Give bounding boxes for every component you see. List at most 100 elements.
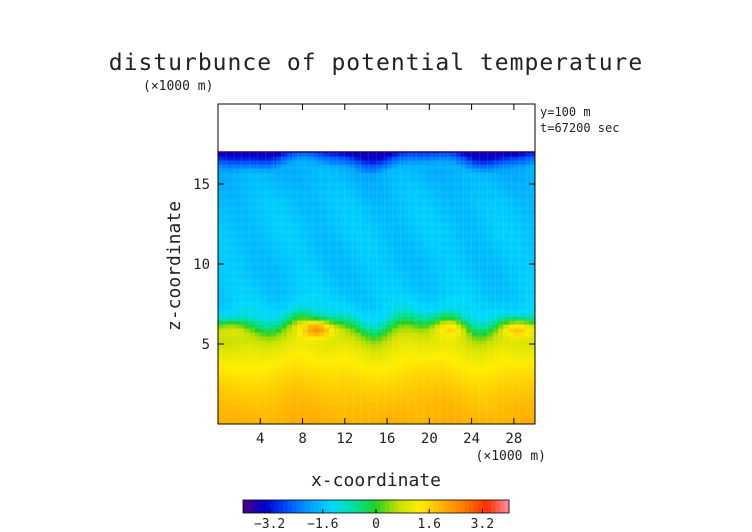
heatmap-cell bbox=[344, 172, 351, 177]
heatmap-cell bbox=[482, 300, 489, 305]
heatmap-cell bbox=[392, 280, 399, 285]
heatmap-cell bbox=[339, 312, 346, 317]
heatmap-cell bbox=[387, 184, 393, 189]
heatmap-cell bbox=[302, 252, 309, 257]
heatmap-cell bbox=[487, 296, 494, 301]
heatmap-cell bbox=[260, 224, 267, 229]
heatmap-cell bbox=[260, 180, 267, 185]
heatmap-cell bbox=[334, 356, 341, 361]
heatmap-cell bbox=[529, 228, 535, 233]
heatmap-cell bbox=[429, 280, 436, 285]
heatmap-cell bbox=[265, 316, 272, 321]
heatmap-cell bbox=[418, 260, 425, 265]
heatmap-cell bbox=[339, 232, 346, 237]
heatmap-cell bbox=[381, 164, 388, 169]
heatmap-cell bbox=[350, 328, 356, 333]
heatmap-cell bbox=[334, 176, 341, 181]
heatmap-cell bbox=[434, 304, 441, 309]
heatmap-cell bbox=[218, 360, 224, 365]
heatmap-cell bbox=[492, 304, 499, 309]
heatmap-cell bbox=[360, 356, 367, 361]
heatmap-cell bbox=[492, 252, 499, 257]
heatmap-cell bbox=[313, 176, 319, 181]
heatmap-cell bbox=[408, 248, 415, 253]
heatmap-cell bbox=[418, 220, 425, 225]
heatmap-cell bbox=[286, 276, 293, 281]
heatmap-cell bbox=[297, 156, 304, 161]
heatmap-cell bbox=[328, 252, 335, 257]
heatmap-cell bbox=[418, 352, 425, 357]
heatmap-cell bbox=[461, 316, 467, 321]
heatmap-cell bbox=[508, 212, 515, 217]
heatmap-cell bbox=[524, 308, 531, 313]
heatmap-cell bbox=[318, 268, 325, 273]
heatmap-cell bbox=[471, 152, 478, 157]
heatmap-cell bbox=[466, 156, 473, 161]
heatmap-cell bbox=[265, 420, 272, 424]
heatmap-cell bbox=[249, 196, 256, 201]
heatmap-cell bbox=[328, 312, 335, 317]
heatmap-cell bbox=[476, 256, 483, 261]
heatmap-cell bbox=[244, 172, 251, 177]
heatmap-cell bbox=[424, 416, 430, 421]
heatmap-cell bbox=[286, 400, 293, 405]
heatmap-cell bbox=[355, 196, 362, 201]
heatmap-cell bbox=[334, 232, 341, 237]
heatmap-cell bbox=[471, 188, 478, 193]
heatmap-cell bbox=[318, 256, 325, 261]
heatmap-cell bbox=[508, 412, 515, 417]
colorbar-segment bbox=[371, 500, 377, 513]
heatmap-cell bbox=[307, 416, 314, 421]
heatmap-cell bbox=[328, 356, 335, 361]
heatmap-cell bbox=[487, 368, 494, 373]
heatmap-cell bbox=[529, 300, 535, 305]
heatmap-cell bbox=[281, 268, 288, 273]
heatmap-cell bbox=[260, 388, 267, 393]
heatmap-cell bbox=[365, 312, 372, 317]
heatmap-cell bbox=[265, 304, 272, 309]
heatmap-cell bbox=[344, 376, 351, 381]
heatmap-cell bbox=[276, 344, 282, 349]
heatmap-cell bbox=[291, 196, 298, 201]
heatmap-cell bbox=[291, 264, 298, 269]
heatmap-cell bbox=[408, 384, 415, 389]
heatmap-cell bbox=[418, 208, 425, 213]
heatmap-cell bbox=[365, 296, 372, 301]
heatmap-cell bbox=[434, 228, 441, 233]
heatmap-cell bbox=[503, 360, 510, 365]
heatmap-cell bbox=[291, 388, 298, 393]
heatmap-cell bbox=[355, 240, 362, 245]
heatmap-cell bbox=[344, 380, 351, 385]
heatmap-cell bbox=[487, 420, 494, 424]
heatmap-cell bbox=[397, 368, 404, 373]
heatmap-cell bbox=[418, 200, 425, 205]
heatmap-cell bbox=[424, 152, 430, 157]
heatmap-cell bbox=[365, 192, 372, 197]
heatmap-cell bbox=[492, 220, 499, 225]
heatmap-cell bbox=[249, 156, 256, 161]
heatmap-cell bbox=[270, 344, 277, 349]
heatmap-cell bbox=[402, 364, 409, 369]
heatmap-cell bbox=[387, 172, 393, 177]
heatmap-cell bbox=[239, 152, 246, 157]
heatmap-cell bbox=[450, 308, 457, 313]
heatmap-cell bbox=[270, 384, 277, 389]
heatmap-cell bbox=[381, 276, 388, 281]
heatmap-cell bbox=[408, 320, 415, 325]
heatmap-cell bbox=[529, 384, 535, 389]
heatmap-cell bbox=[498, 400, 504, 405]
heatmap-cell bbox=[249, 168, 256, 173]
heatmap-cell bbox=[387, 416, 393, 421]
heatmap-cell bbox=[302, 212, 309, 217]
heatmap-cell bbox=[492, 332, 499, 337]
heatmap-cell bbox=[476, 404, 483, 409]
heatmap-cell bbox=[450, 348, 457, 353]
grid-lines bbox=[218, 152, 535, 424]
heatmap-cell bbox=[302, 396, 309, 401]
heatmap-cell bbox=[387, 264, 393, 269]
heatmap-cell bbox=[513, 252, 520, 257]
colorbar-tick-label: 3.2 bbox=[471, 517, 494, 532]
heatmap-cell bbox=[249, 240, 256, 245]
heatmap-cell bbox=[492, 236, 499, 241]
heatmap-cell bbox=[429, 308, 436, 313]
